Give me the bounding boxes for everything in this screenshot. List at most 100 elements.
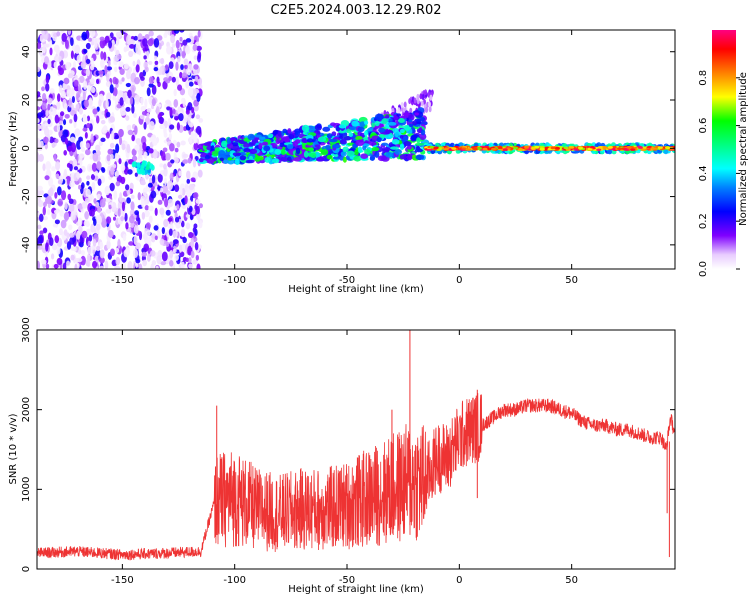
- spectrogram-blob: [42, 206, 46, 216]
- spectrogram-blob: [90, 208, 95, 217]
- spectrogram-blob: [637, 146, 643, 149]
- spectrogram-blob: [73, 79, 79, 87]
- spectrogram-blob: [115, 143, 120, 154]
- spectrogram-blob: [89, 30, 96, 38]
- spectrogram-blob: [59, 120, 63, 125]
- spectrogram-blob: [173, 89, 177, 97]
- spectrogram-blob: [185, 222, 191, 230]
- spectrogram-blob: [169, 221, 174, 230]
- x-tick-label: 0: [456, 575, 462, 586]
- spectrogram-blob: [52, 223, 58, 228]
- spectrogram-blob: [83, 220, 87, 226]
- spectrogram-blob: [163, 132, 168, 138]
- spectrogram-blob: [177, 84, 183, 91]
- spectrogram-blob: [148, 205, 154, 212]
- spectrogram-blob: [286, 143, 294, 150]
- spectrogram-blob: [169, 124, 175, 130]
- spectrogram-blob: [90, 174, 96, 181]
- spectrogram-blob: [340, 151, 347, 157]
- spectrogram-blob: [192, 259, 198, 265]
- spectrogram-blob: [187, 157, 192, 164]
- spectrogram-blob: [64, 137, 69, 145]
- spectrogram-blob: [263, 145, 271, 152]
- spectrogram-blob: [193, 132, 198, 138]
- spectrogram-blob: [77, 203, 83, 210]
- spectrogram-blob: [159, 124, 165, 129]
- spectrogram-blob: [183, 58, 189, 66]
- spectrogram-blob: [153, 67, 159, 72]
- spectrogram-blob: [406, 154, 413, 161]
- spectrogram-blob: [127, 89, 132, 99]
- spectrogram-blob: [172, 108, 176, 115]
- spectrogram-blob: [589, 145, 595, 149]
- spectrogram-blob: [355, 139, 365, 147]
- spectrogram-blob: [364, 148, 371, 155]
- spectrogram-blob: [175, 39, 180, 49]
- spectrogram-blob: [429, 94, 433, 101]
- spectrogram-blob: [188, 205, 193, 213]
- spectrogram-blob: [45, 75, 50, 84]
- spectrogram-blob: [134, 210, 140, 216]
- spectrogram-blob: [134, 172, 138, 177]
- spectrogram-blob: [183, 211, 188, 222]
- spectrogram-blob: [43, 201, 47, 208]
- spectrogram-blob: [193, 136, 198, 144]
- spectrogram-blob: [113, 189, 118, 200]
- spectrogram-blob: [101, 126, 108, 134]
- spectrogram-blob: [254, 134, 262, 138]
- spectrogram-blob: [89, 155, 94, 160]
- spectrogram-blob: [140, 164, 145, 171]
- spectrogram-blob: [243, 142, 250, 149]
- spectrogram-blob: [539, 147, 545, 151]
- spectrogram-blob: [60, 190, 67, 201]
- spectrogram-blob: [124, 212, 128, 222]
- spectrogram-blob: [247, 133, 255, 141]
- spectrogram-blob: [148, 60, 153, 65]
- spectrogram-blob: [54, 138, 59, 144]
- spectrogram-blob: [109, 32, 114, 39]
- spectrogram-blob: [81, 182, 85, 190]
- spectrogram-blob: [44, 127, 50, 137]
- spectrogram-blob: [317, 136, 327, 143]
- spectrogram-blob: [125, 184, 130, 191]
- spectrogram-blob: [58, 228, 63, 236]
- spectrogram-blob: [577, 146, 583, 150]
- spectrogram-blob: [192, 158, 197, 168]
- spectrogram-blob: [550, 146, 556, 150]
- spectrogram-blob: [163, 163, 167, 170]
- spectrogram-blob: [331, 131, 337, 137]
- spectrogram-blob: [193, 192, 199, 199]
- spectrogram-blob: [110, 153, 114, 160]
- spectrogram-blob: [403, 140, 412, 147]
- spectrogram-blob: [443, 147, 449, 151]
- spectrogram-blob: [179, 36, 183, 42]
- spectrogram-blob: [229, 137, 237, 142]
- spectrogram-blob: [63, 119, 67, 126]
- spectrogram-blob: [58, 84, 63, 94]
- spectrogram-blob: [48, 177, 54, 187]
- spectrogram-blob: [451, 147, 457, 150]
- spectrogram-blob: [227, 157, 233, 161]
- x-tick-label: -150: [111, 575, 134, 586]
- spectrogram-blob: [167, 180, 174, 191]
- spectrogram-blob: [64, 202, 68, 210]
- spectrogram-blob: [487, 147, 493, 151]
- spectrogram-blob: [126, 143, 131, 154]
- spectrogram-blob: [157, 199, 163, 205]
- spectrogram-blob: [181, 97, 185, 104]
- spectrogram-blob: [414, 142, 424, 146]
- spectrogram-blob: [144, 43, 149, 52]
- spectrogram-blob: [144, 66, 149, 73]
- spectrogram-blob: [118, 61, 124, 68]
- spectrogram-blob: [181, 204, 187, 210]
- spectrogram-blob: [130, 221, 135, 228]
- spectrogram-blob: [98, 113, 105, 120]
- spectrogram-blob: [135, 64, 140, 73]
- spectrogram-blob: [376, 137, 382, 143]
- spectrogram-blob: [115, 31, 122, 38]
- spectrogram-blob: [71, 142, 77, 153]
- spectrogram-blob: [92, 238, 97, 247]
- spectrogram-blob: [554, 146, 560, 150]
- spectrogram-blob: [47, 103, 51, 111]
